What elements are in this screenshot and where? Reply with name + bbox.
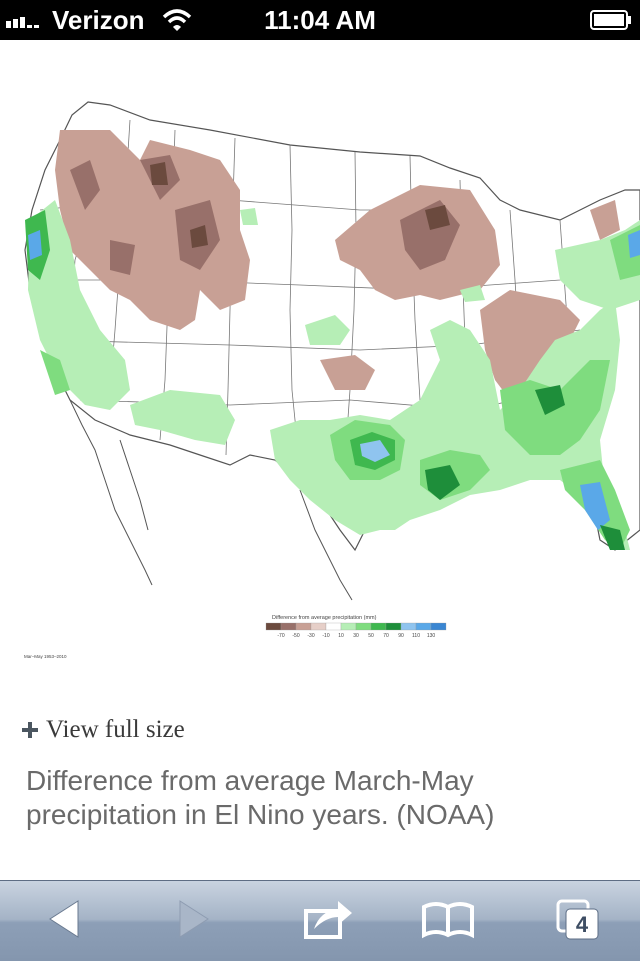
- legend-tick-label: 50: [368, 633, 374, 639]
- forward-button[interactable]: [164, 895, 224, 947]
- back-arrow-icon: [49, 900, 79, 938]
- legend-swatch: [280, 622, 297, 631]
- legend-swatch: [415, 622, 432, 631]
- legend-tick-label: -70: [277, 633, 284, 639]
- legend-tick-label: 30: [353, 633, 359, 639]
- carrier-name: Verizon: [52, 5, 145, 35]
- legend-swatch: [370, 622, 387, 631]
- share-button[interactable]: [296, 895, 356, 947]
- us-precipitation-map: Difference from average precipitation (m…: [24, 101, 640, 659]
- legend-swatches: [265, 622, 447, 631]
- legend-tick-label: -10: [322, 633, 329, 639]
- share-icon: [304, 901, 352, 939]
- bookmarks-book-icon: [422, 902, 474, 939]
- mexico-coastline: [69, 399, 353, 601]
- back-button[interactable]: [34, 895, 94, 947]
- legend-title: Difference from average precipitation (m…: [272, 615, 377, 621]
- precipitation-map-image[interactable]: Difference from average precipitation (m…: [0, 60, 640, 680]
- legend-swatch: [325, 622, 342, 631]
- legend-swatch: [265, 622, 282, 631]
- wet-anomaly-regions: [25, 200, 640, 550]
- legend-ticks: -70 -50 -30 -10 10 30 50 70 90 110 130: [277, 633, 435, 639]
- legend-tick-label: 110: [412, 633, 420, 639]
- signal-strength-icon: [6, 17, 39, 28]
- dry-anomaly-regions: [55, 130, 620, 515]
- legend-swatch: [385, 622, 402, 631]
- legend-swatch: [400, 622, 417, 631]
- legend-tick-label: 70: [383, 633, 389, 639]
- map-legend: Difference from average precipitation (m…: [265, 615, 447, 639]
- tabs-count: 4: [576, 912, 589, 937]
- wifi-icon: [162, 9, 192, 31]
- status-time: 11:04 AM: [264, 5, 376, 35]
- legend-swatch: [340, 622, 357, 631]
- legend-tick-label: 130: [427, 633, 436, 639]
- view-full-size-link[interactable]: View full size: [22, 714, 185, 746]
- bookmarks-button[interactable]: [418, 895, 478, 947]
- tabs-button[interactable]: 4: [548, 895, 608, 947]
- view-full-size-label: View full size: [46, 716, 185, 743]
- browser-toolbar: 4: [0, 880, 640, 961]
- legend-tick-label: -50: [292, 633, 299, 639]
- legend-tick-label: 90: [398, 633, 404, 639]
- legend-swatch: [310, 622, 327, 631]
- forward-arrow-icon: [179, 900, 209, 938]
- legend-tick-label: -30: [307, 633, 314, 639]
- status-bar: Verizon 11:04 AM: [0, 0, 640, 40]
- legend-swatch: [430, 622, 447, 631]
- tabs-pages-icon: 4: [556, 899, 599, 940]
- legend-tick-label: 10: [338, 633, 344, 639]
- plus-icon: [22, 722, 38, 738]
- legend-swatch: [295, 622, 312, 631]
- battery-icon: [590, 10, 631, 30]
- legend-swatch: [355, 622, 372, 631]
- period-note: Mar–May 1953–2010: [24, 654, 67, 659]
- image-caption: Difference from average March-May precip…: [26, 765, 495, 830]
